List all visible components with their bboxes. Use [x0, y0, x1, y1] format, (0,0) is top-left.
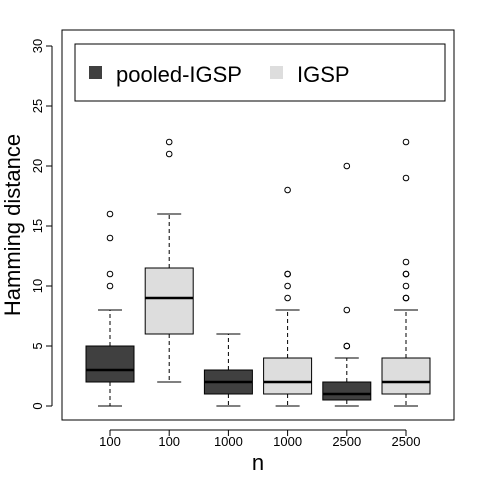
y-tick-label: 20 — [30, 159, 45, 173]
outlier-point — [165, 138, 173, 146]
y-axis-label: Hamming distance — [0, 134, 25, 316]
outlier-point — [165, 150, 173, 158]
box-iqr — [322, 381, 372, 401]
y-tick-label: 30 — [30, 39, 45, 53]
y-tick-label: 10 — [30, 279, 45, 293]
y-tick-label: 15 — [30, 219, 45, 233]
outlier-point — [284, 294, 291, 302]
box-igsp-2500 — [381, 138, 431, 407]
box-pooled-igsp-100 — [85, 210, 135, 407]
outlier-point — [402, 282, 410, 290]
box-iqr — [381, 357, 431, 395]
box-iqr — [263, 357, 313, 395]
outlier-point — [343, 306, 351, 314]
outlier-point — [402, 270, 410, 278]
outlier-point — [284, 282, 291, 290]
box-pooled-igsp-1000 — [203, 333, 253, 407]
y-tick-label: 25 — [30, 99, 45, 113]
box-iqr — [144, 267, 194, 335]
y-tick-label: 0 — [30, 402, 45, 409]
outlier-point — [106, 234, 114, 242]
box-iqr — [85, 345, 135, 383]
legend-box — [74, 43, 446, 102]
legend-swatch-igsp — [270, 66, 283, 79]
outlier-point — [402, 138, 410, 146]
outlier-point — [106, 270, 114, 278]
outlier-point — [343, 162, 351, 170]
boxes-group — [85, 138, 431, 407]
outlier-point — [402, 258, 410, 266]
box-igsp-100 — [144, 138, 194, 383]
outlier-point — [106, 282, 114, 290]
y-tick-label: 5 — [30, 342, 45, 349]
legend-label-igsp: IGSP — [297, 62, 350, 87]
x-tick-label: 1000 — [273, 434, 302, 449]
legend-swatch-pooled-igsp — [89, 66, 102, 79]
legend-label-pooled-igsp: pooled-IGSP — [116, 62, 242, 87]
x-tick-label: 100 — [158, 434, 180, 449]
legend: pooled-IGSP IGSP — [74, 43, 446, 102]
box-igsp-1000 — [263, 186, 313, 407]
outlier-point — [402, 174, 410, 182]
x-tick-label: 2500 — [392, 434, 421, 449]
box-pooled-igsp-2500 — [322, 162, 372, 407]
outlier-point — [106, 210, 114, 218]
plot-frame — [61, 29, 455, 421]
y-axis: 0 5 10 15 20 25 30 — [30, 39, 53, 410]
outlier-point — [284, 186, 291, 194]
x-axis-label: n — [252, 450, 264, 475]
outlier-point — [402, 294, 410, 302]
outlier-point — [284, 270, 291, 278]
x-tick-label: 2500 — [332, 434, 361, 449]
outlier-point — [343, 342, 351, 350]
x-tick-label: 100 — [99, 434, 121, 449]
x-axis: 100 100 1000 1000 2500 2500 — [99, 429, 421, 449]
x-tick-label: 1000 — [214, 434, 243, 449]
